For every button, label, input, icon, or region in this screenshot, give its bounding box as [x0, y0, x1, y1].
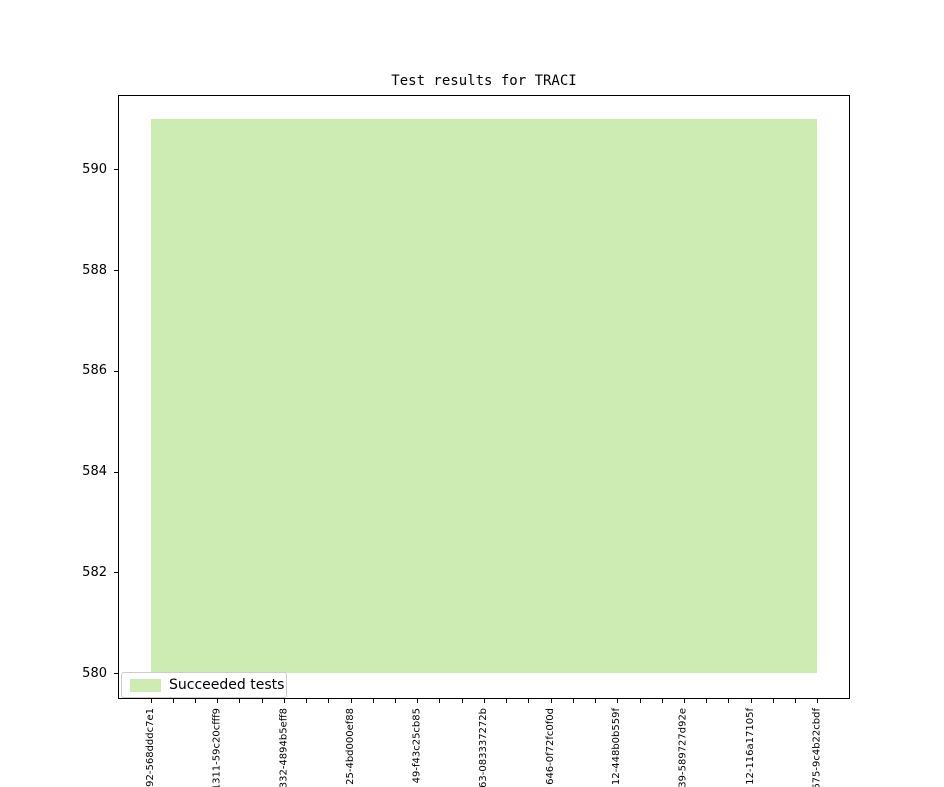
x-axis-tick	[239, 699, 240, 703]
x-axis-tick-label: 12-448b0b559f	[611, 708, 623, 786]
x-axis-tick	[217, 699, 218, 703]
legend-swatch	[130, 678, 161, 692]
x-axis-tick-label: 39-589727d92e	[678, 708, 690, 787]
x-axis-tick-label: 1311-59c20cfff9	[211, 708, 223, 787]
x-axis-tick	[506, 699, 507, 703]
x-axis-tick	[640, 699, 641, 703]
x-axis-tick	[528, 699, 529, 703]
y-axis-tick-label: 590	[82, 162, 107, 177]
x-axis-tick	[462, 699, 463, 703]
x-axis-tick-label: 332-4894b5eff8	[277, 708, 289, 787]
y-axis-tick-label: 582	[82, 565, 107, 580]
x-axis-tick-label: 12-116a17105f	[744, 708, 756, 785]
x-axis-tick	[617, 699, 618, 703]
y-axis-tick-label: 584	[82, 464, 107, 479]
x-axis-tick	[817, 699, 818, 703]
x-axis-tick	[573, 699, 574, 703]
x-axis-tick	[728, 699, 729, 703]
x-axis-tick	[439, 699, 440, 703]
x-axis-tick	[551, 699, 552, 703]
y-axis-tick-label: 588	[82, 263, 107, 278]
x-axis-tick	[151, 699, 152, 703]
x-axis-tick-label: 63-083337272b	[477, 708, 489, 787]
x-axis-tick	[173, 699, 174, 703]
x-axis-tick	[684, 699, 685, 703]
x-axis-tick	[484, 699, 485, 703]
x-axis-tick	[328, 699, 329, 703]
x-axis-tick-label: 25-4bd000ef88	[344, 708, 356, 785]
x-axis-tick	[306, 699, 307, 703]
x-axis-tick	[195, 699, 196, 703]
x-axis-tick	[351, 699, 352, 703]
legend: Succeeded tests	[121, 672, 287, 698]
x-axis-tick	[751, 699, 752, 703]
x-axis-tick-label: 646-0f72fc0f0d	[544, 708, 556, 785]
axes-frame	[118, 95, 850, 699]
x-axis-tick	[773, 699, 774, 703]
chart-title: Test results for TRACI	[391, 73, 577, 89]
x-axis-tick	[284, 699, 285, 703]
y-axis-tick	[114, 270, 118, 271]
y-axis-tick	[114, 673, 118, 674]
x-axis-tick	[417, 699, 418, 703]
x-axis-tick-label: 675-9c4b22cbdf	[811, 708, 823, 787]
x-axis-tick	[595, 699, 596, 703]
x-axis-tick-label: 92-568dddc7e1	[144, 708, 156, 787]
x-axis-tick	[662, 699, 663, 703]
y-axis-tick	[114, 371, 118, 372]
y-axis-tick	[114, 169, 118, 170]
succeeded-area	[150, 118, 818, 673]
legend-label: Succeeded tests	[169, 677, 285, 693]
y-axis-tick-label: 586	[82, 363, 107, 378]
x-axis-tick	[395, 699, 396, 703]
x-axis-tick	[373, 699, 374, 703]
x-axis-tick	[795, 699, 796, 703]
y-axis-tick	[114, 472, 118, 473]
x-axis-tick-label: 49-f43c25cb85	[411, 708, 423, 784]
y-axis-tick	[114, 572, 118, 573]
x-axis-tick	[706, 699, 707, 703]
x-axis-tick	[262, 699, 263, 703]
y-axis-tick-label: 580	[82, 666, 107, 681]
